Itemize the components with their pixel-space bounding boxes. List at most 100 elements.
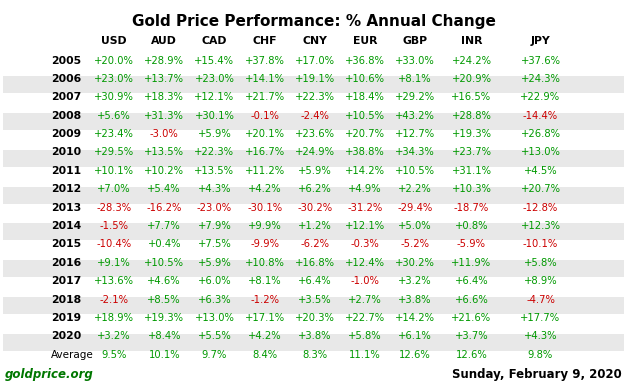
Text: EUR: EUR: [352, 36, 377, 46]
Text: +10.8%: +10.8%: [245, 258, 285, 268]
Text: +11.9%: +11.9%: [451, 258, 492, 268]
Text: -0.1%: -0.1%: [250, 111, 279, 121]
Text: -5.2%: -5.2%: [401, 239, 429, 249]
Text: +37.6%: +37.6%: [520, 56, 561, 66]
Text: +9.1%: +9.1%: [97, 258, 131, 268]
Text: +3.7%: +3.7%: [455, 331, 488, 341]
Text: -3.0%: -3.0%: [150, 129, 179, 139]
Text: +14.2%: +14.2%: [395, 313, 435, 323]
Text: +6.3%: +6.3%: [198, 294, 231, 305]
Text: +18.9%: +18.9%: [94, 313, 134, 323]
Text: -23.0%: -23.0%: [197, 203, 232, 213]
Text: 2017: 2017: [51, 276, 82, 286]
Text: +17.1%: +17.1%: [245, 313, 285, 323]
Text: CHF: CHF: [252, 36, 277, 46]
Text: Average: Average: [51, 350, 94, 360]
Text: +5.8%: +5.8%: [524, 258, 557, 268]
Text: +4.5%: +4.5%: [524, 166, 557, 176]
Text: +9.9%: +9.9%: [248, 221, 282, 231]
Text: 2018: 2018: [51, 294, 82, 305]
Text: Sunday, February 9, 2020: Sunday, February 9, 2020: [452, 368, 622, 381]
Text: +3.8%: +3.8%: [398, 294, 432, 305]
Text: +21.6%: +21.6%: [451, 313, 492, 323]
Text: +26.8%: +26.8%: [520, 129, 561, 139]
Text: +18.4%: +18.4%: [345, 92, 385, 102]
Text: 12.6%: 12.6%: [456, 350, 487, 360]
Text: +22.3%: +22.3%: [295, 92, 335, 102]
Text: +6.4%: +6.4%: [298, 276, 332, 286]
Text: -1.2%: -1.2%: [250, 294, 279, 305]
Text: +13.7%: +13.7%: [144, 74, 184, 84]
Text: +33.0%: +33.0%: [395, 56, 435, 66]
Text: +30.2%: +30.2%: [395, 258, 435, 268]
Text: -2.1%: -2.1%: [100, 294, 129, 305]
Text: +0.4%: +0.4%: [147, 239, 181, 249]
Text: -1.0%: -1.0%: [350, 276, 379, 286]
Text: +5.4%: +5.4%: [147, 184, 181, 194]
Text: +13.5%: +13.5%: [194, 166, 234, 176]
Text: +5.6%: +5.6%: [97, 111, 131, 121]
Text: +12.4%: +12.4%: [345, 258, 385, 268]
Text: -10.4%: -10.4%: [97, 239, 132, 249]
Text: +20.7%: +20.7%: [345, 129, 385, 139]
Text: +28.8%: +28.8%: [451, 111, 492, 121]
Text: +20.1%: +20.1%: [245, 129, 285, 139]
Text: +21.7%: +21.7%: [245, 92, 285, 102]
Text: +29.2%: +29.2%: [395, 92, 435, 102]
Text: +2.2%: +2.2%: [398, 184, 432, 194]
Text: +4.2%: +4.2%: [248, 331, 282, 341]
Text: 2006: 2006: [51, 74, 82, 84]
Text: 2007: 2007: [51, 92, 82, 102]
Text: +3.5%: +3.5%: [298, 294, 332, 305]
Text: +20.3%: +20.3%: [295, 313, 335, 323]
Text: +31.3%: +31.3%: [144, 111, 184, 121]
Text: +5.0%: +5.0%: [398, 221, 432, 231]
Text: -28.3%: -28.3%: [97, 203, 132, 213]
Text: -6.2%: -6.2%: [300, 239, 329, 249]
Text: +34.3%: +34.3%: [395, 147, 435, 158]
Text: 8.3%: 8.3%: [302, 350, 327, 360]
Text: -12.8%: -12.8%: [523, 203, 558, 213]
Text: +37.8%: +37.8%: [245, 56, 285, 66]
Text: +14.1%: +14.1%: [245, 74, 285, 84]
Text: +10.5%: +10.5%: [144, 258, 184, 268]
Text: +8.4%: +8.4%: [147, 331, 181, 341]
Text: -4.7%: -4.7%: [526, 294, 555, 305]
Text: +5.5%: +5.5%: [198, 331, 231, 341]
Text: +3.8%: +3.8%: [298, 331, 332, 341]
Text: Gold Price Performance: % Annual Change: Gold Price Performance: % Annual Change: [132, 14, 495, 29]
Text: +12.1%: +12.1%: [345, 221, 385, 231]
Text: +3.2%: +3.2%: [398, 276, 432, 286]
Text: +20.0%: +20.0%: [94, 56, 134, 66]
Text: +4.9%: +4.9%: [348, 184, 382, 194]
Text: +16.5%: +16.5%: [451, 92, 492, 102]
Text: +19.3%: +19.3%: [451, 129, 492, 139]
Text: JPY: JPY: [530, 36, 551, 46]
Text: +31.1%: +31.1%: [451, 166, 492, 176]
Text: +10.3%: +10.3%: [451, 184, 492, 194]
Text: +16.7%: +16.7%: [245, 147, 285, 158]
Text: +19.3%: +19.3%: [144, 313, 184, 323]
Text: 10.1%: 10.1%: [149, 350, 180, 360]
Text: 2020: 2020: [51, 331, 82, 341]
Text: +23.4%: +23.4%: [94, 129, 134, 139]
Text: +20.7%: +20.7%: [520, 184, 561, 194]
Text: +8.1%: +8.1%: [248, 276, 282, 286]
Text: 2008: 2008: [51, 111, 82, 121]
Text: +8.1%: +8.1%: [398, 74, 432, 84]
Text: +4.3%: +4.3%: [198, 184, 231, 194]
Text: +5.9%: +5.9%: [198, 258, 231, 268]
Text: 2016: 2016: [51, 258, 82, 268]
Text: 2005: 2005: [51, 56, 82, 66]
Text: +5.9%: +5.9%: [298, 166, 332, 176]
Text: -14.4%: -14.4%: [523, 111, 558, 121]
Text: -16.2%: -16.2%: [147, 203, 182, 213]
Text: 12.6%: 12.6%: [399, 350, 431, 360]
Text: 8.4%: 8.4%: [252, 350, 277, 360]
Text: +4.6%: +4.6%: [147, 276, 181, 286]
Text: 9.5%: 9.5%: [102, 350, 127, 360]
Text: +23.0%: +23.0%: [94, 74, 134, 84]
Text: 2014: 2014: [51, 221, 82, 231]
Text: +5.9%: +5.9%: [198, 129, 231, 139]
Text: +13.5%: +13.5%: [144, 147, 184, 158]
